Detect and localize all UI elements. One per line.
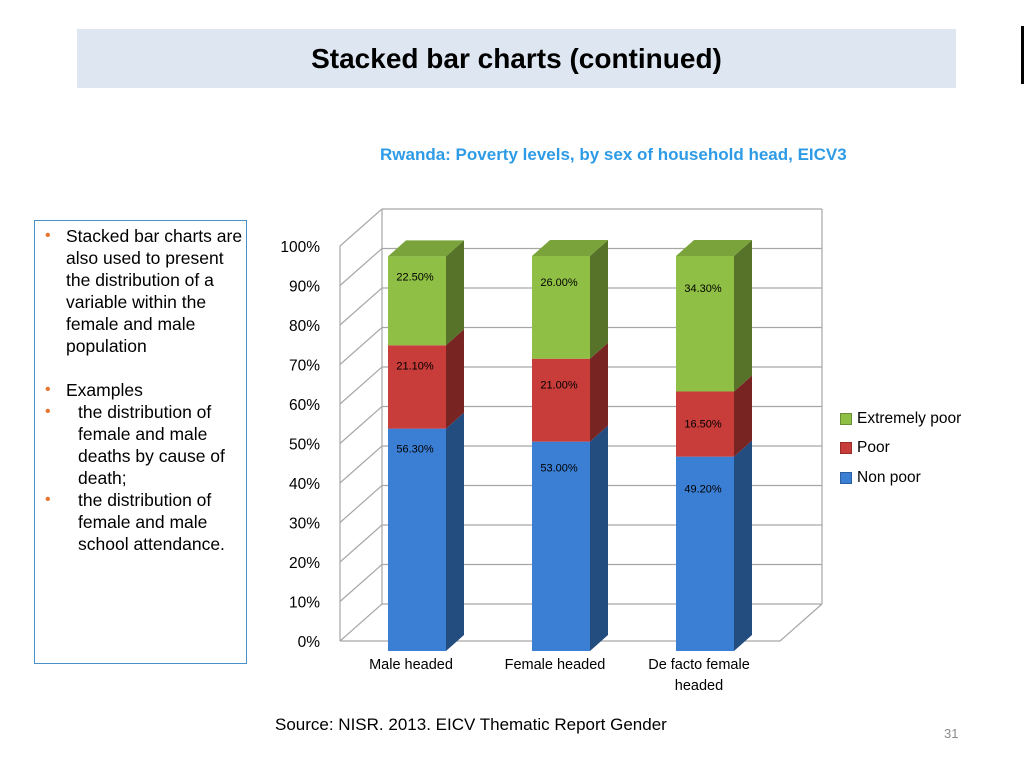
bullet-text: the distribution of female and male scho… (78, 490, 225, 554)
title-band: Stacked bar charts (continued) (77, 29, 956, 88)
x-tick-label-line: headed (675, 678, 723, 694)
y-tick-label: 30% (289, 516, 320, 533)
stacked-bar-chart: 0% 10% 20% 30% 40% 50% 60% 70% 80% 90% 100% 56.30% 2… (280, 208, 823, 694)
x-tick-label-line: Female headed (505, 657, 606, 673)
bar-segment-front (532, 256, 590, 359)
bar-segment-side (734, 375, 752, 457)
data-label: 53.00% (540, 463, 578, 475)
y-tick-label: 60% (289, 397, 320, 414)
x-tick-label: Male headed (369, 657, 453, 673)
gridline-side (339, 524, 383, 563)
bar-segment-front (676, 256, 734, 392)
source-note: Source: NISR. 2013. EICV Thematic Report… (275, 715, 667, 734)
bar-segment-front (532, 358, 590, 442)
legend-swatch (840, 412, 852, 425)
x-tick-label-line: Male headed (369, 657, 453, 673)
legend-item: Non poor (840, 463, 961, 493)
bullet-text: Examples (66, 380, 143, 400)
y-tick-label: 80% (289, 318, 320, 335)
gridline-side (339, 287, 383, 326)
legend-swatch (840, 442, 852, 455)
y-tick-label: 50% (289, 437, 320, 454)
bullet-text: the distribution of female and male deat… (78, 402, 225, 488)
y-tick-label: 20% (289, 555, 320, 572)
x-tick-label-line: De facto female (648, 657, 750, 673)
data-label: 21.10% (396, 360, 434, 372)
chart-legend: Extremely poor Poor Non poor (840, 404, 961, 493)
legend-item: Extremely poor (840, 404, 961, 434)
data-label: 22.50% (396, 271, 434, 283)
bar-segment-front (388, 256, 446, 346)
page-number: 31 (944, 726, 959, 741)
bullet-box: • Stacked bar charts are also used to pre… (34, 220, 247, 664)
bullet-item: • the distribution of female and male sch… (43, 489, 243, 555)
bar-segment-front (676, 391, 734, 457)
legend-label: Non poor (857, 468, 921, 486)
y-tick-label: 40% (289, 476, 320, 493)
legend-label: Poor (857, 439, 890, 457)
bullet-dot-icon: • (45, 227, 51, 244)
bullet-text: Stacked bar charts are also used to pres… (66, 226, 243, 356)
bullet-list: • Stacked bar charts are also used to pre… (43, 225, 243, 555)
gridline-side (339, 564, 383, 602)
gridline-side (339, 208, 383, 247)
data-label: 34.30% (684, 283, 722, 295)
y-tick-label: 100% (280, 239, 320, 256)
bar-segment-front (532, 441, 590, 651)
data-label: 16.50% (684, 418, 722, 430)
y-tick-label: 0% (298, 634, 321, 651)
gridline-side (339, 603, 383, 642)
data-label: 49.20% (684, 484, 722, 496)
bar-segment-side (590, 240, 608, 359)
y-tick-label: 10% (289, 595, 320, 612)
gridline-side (339, 366, 383, 405)
bar-segment-front (676, 456, 734, 651)
x-tick-label: Female headed (505, 657, 606, 673)
data-label: 26.00% (540, 277, 578, 289)
bullet-item: • Examples (43, 379, 243, 401)
gridline-side (339, 248, 383, 286)
bullet-item: • the distribution of female and male dea… (43, 401, 243, 489)
data-label: 21.00% (540, 380, 578, 392)
legend-swatch (840, 471, 852, 484)
x-tick-label: De facto female headed (648, 657, 750, 694)
chart-title: Rwanda: Poverty levels, by sex of househ… (380, 145, 847, 164)
data-label: 56.30% (396, 444, 434, 456)
floor-right-edge (779, 603, 823, 642)
bar-segment-side (734, 240, 752, 392)
edge-marker (1021, 26, 1024, 84)
gridline-side (339, 406, 383, 444)
bullet-dot-icon: • (45, 381, 51, 398)
bar-segment-side (590, 425, 608, 651)
bar-stack: 56.30% 21.10% 22.50% (388, 240, 464, 651)
bar-stack: 49.20% 16.50% 34.30% (676, 240, 752, 651)
bar-stack: 53.00% 21.00% 26.00% (532, 240, 608, 651)
bar-segment-front (388, 345, 446, 429)
bar-segment-top (676, 240, 752, 256)
legend-label: Extremely poor (857, 409, 962, 427)
bar-segment-side (590, 342, 608, 442)
bar-segment-side (446, 329, 464, 429)
bullet-dot-icon: • (45, 403, 51, 420)
y-tick-label: 70% (289, 358, 320, 375)
bar-segment-top (388, 240, 464, 257)
bar-segment-side (734, 440, 752, 651)
y-tick-label: 90% (289, 279, 320, 296)
gridline-side (339, 327, 383, 365)
bar-segment-side (446, 240, 464, 346)
gridline-side (339, 485, 383, 523)
bar-segment-top (532, 240, 608, 256)
slide-title: Stacked bar charts (continued) (311, 42, 722, 74)
bar-segment-front (388, 428, 446, 651)
legend-item: Poor (840, 434, 961, 464)
bullet-dot-icon: • (45, 491, 51, 508)
bullet-item: • Stacked bar charts are also used to pre… (43, 225, 243, 357)
gridline-side (339, 445, 383, 484)
bar-segment-side (446, 412, 464, 651)
